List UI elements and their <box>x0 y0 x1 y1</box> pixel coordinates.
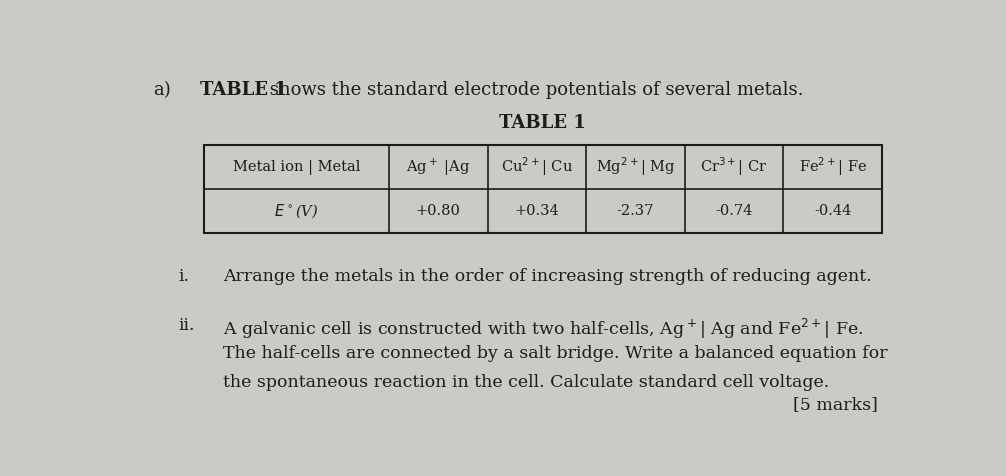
Text: Fe$^{2+}$| Fe: Fe$^{2+}$| Fe <box>799 156 867 178</box>
Text: +0.34: +0.34 <box>515 204 559 218</box>
Text: Cu$^{2+}$| Cu: Cu$^{2+}$| Cu <box>501 156 573 178</box>
Text: +0.80: +0.80 <box>415 204 461 218</box>
Text: the spontaneous reaction in the cell. Calculate standard cell voltage.: the spontaneous reaction in the cell. Ca… <box>223 374 830 391</box>
Text: TABLE 1: TABLE 1 <box>200 81 287 99</box>
Text: TABLE 1: TABLE 1 <box>500 114 586 132</box>
Text: -2.37: -2.37 <box>617 204 654 218</box>
Text: -0.44: -0.44 <box>814 204 851 218</box>
Text: a): a) <box>153 81 171 99</box>
Text: Mg$^{2+}$| Mg: Mg$^{2+}$| Mg <box>596 156 675 178</box>
Text: The half-cells are connected by a salt bridge. Write a balanced equation for: The half-cells are connected by a salt b… <box>223 346 888 362</box>
Text: [5 marks]: [5 marks] <box>794 396 878 413</box>
Text: $E^\circ$(V): $E^\circ$(V) <box>274 202 319 220</box>
Text: Metal ion | Metal: Metal ion | Metal <box>232 159 360 175</box>
Bar <box>203 145 882 233</box>
Text: Ag$^+$ |Ag: Ag$^+$ |Ag <box>406 157 471 178</box>
Text: ii.: ii. <box>179 317 195 334</box>
Text: Cr$^{3+}$| Cr: Cr$^{3+}$| Cr <box>700 156 768 178</box>
Text: Arrange the metals in the order of increasing strength of reducing agent.: Arrange the metals in the order of incre… <box>223 268 872 285</box>
Text: shows the standard electrode potentials of several metals.: shows the standard electrode potentials … <box>264 81 803 99</box>
Text: -0.74: -0.74 <box>715 204 752 218</box>
Text: A galvanic cell is constructed with two half-cells, Ag$^+$| Ag and Fe$^{2+}$| Fe: A galvanic cell is constructed with two … <box>223 317 863 341</box>
Text: i.: i. <box>179 268 190 285</box>
